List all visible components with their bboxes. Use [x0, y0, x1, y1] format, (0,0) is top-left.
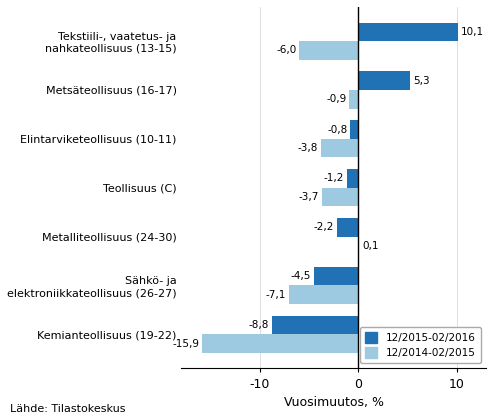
Bar — [321, 139, 358, 157]
Bar — [337, 218, 358, 237]
Bar — [272, 316, 358, 334]
X-axis label: Vuosimuutos, %: Vuosimuutos, % — [284, 396, 384, 409]
Bar — [350, 90, 358, 109]
Text: -0,9: -0,9 — [326, 94, 347, 104]
Text: -3,8: -3,8 — [298, 143, 318, 153]
Bar — [358, 22, 458, 41]
Text: -1,2: -1,2 — [323, 173, 344, 183]
Bar — [358, 72, 410, 90]
Bar — [202, 334, 358, 353]
Text: -2,2: -2,2 — [314, 222, 334, 232]
Text: 5,3: 5,3 — [413, 76, 430, 86]
Text: -15,9: -15,9 — [172, 339, 199, 349]
Bar — [347, 169, 358, 188]
Bar — [351, 120, 358, 139]
Text: Lähde: Tilastokeskus: Lähde: Tilastokeskus — [10, 404, 125, 414]
Text: 0,1: 0,1 — [362, 241, 379, 251]
Bar — [358, 237, 359, 255]
Text: -8,8: -8,8 — [248, 320, 269, 330]
Text: -0,8: -0,8 — [327, 124, 348, 134]
Bar — [299, 41, 358, 60]
Text: -3,7: -3,7 — [299, 192, 319, 202]
Text: -4,5: -4,5 — [291, 271, 311, 281]
Bar — [322, 188, 358, 206]
Legend: 12/2015-02/2016, 12/2014-02/2015: 12/2015-02/2016, 12/2014-02/2015 — [360, 327, 481, 363]
Text: -6,0: -6,0 — [276, 45, 296, 55]
Text: 10,1: 10,1 — [460, 27, 484, 37]
Bar — [314, 267, 358, 285]
Text: -7,1: -7,1 — [265, 290, 285, 300]
Bar — [288, 285, 358, 304]
